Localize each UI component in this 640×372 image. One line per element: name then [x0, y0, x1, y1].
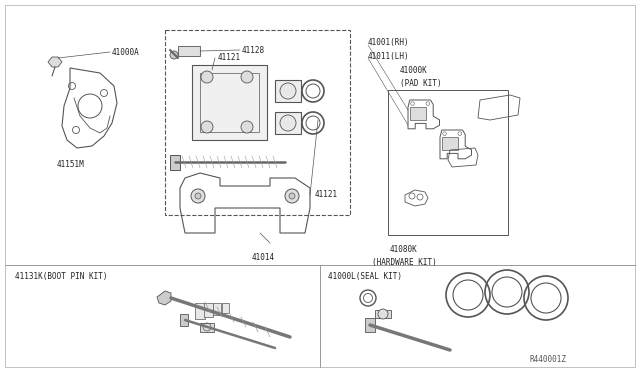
Text: (HARDWARE KIT): (HARDWARE KIT): [372, 258, 436, 267]
Circle shape: [201, 71, 213, 83]
Bar: [442, 137, 458, 150]
Polygon shape: [157, 291, 171, 305]
Bar: [200, 73, 259, 132]
Circle shape: [195, 193, 201, 199]
Text: 41128: 41128: [242, 46, 265, 55]
Bar: [213, 303, 221, 315]
Circle shape: [289, 193, 295, 199]
Text: 41011(LH): 41011(LH): [368, 52, 410, 61]
Circle shape: [241, 71, 253, 83]
Text: (PAD KIT): (PAD KIT): [400, 79, 442, 88]
Polygon shape: [48, 57, 62, 67]
Bar: [275, 112, 301, 134]
Text: 41121: 41121: [218, 53, 241, 62]
Text: 41000K: 41000K: [400, 66, 428, 75]
Circle shape: [191, 189, 205, 203]
Bar: [165, 30, 350, 215]
Circle shape: [170, 51, 178, 59]
Text: 41121: 41121: [315, 190, 338, 199]
Text: 41000A: 41000A: [112, 48, 140, 57]
Text: R440001Z: R440001Z: [530, 355, 567, 364]
Text: 41131K(BOOT PIN KIT): 41131K(BOOT PIN KIT): [15, 272, 108, 281]
Bar: [222, 303, 229, 313]
Circle shape: [280, 115, 296, 131]
Bar: [388, 90, 508, 235]
Bar: [180, 314, 188, 326]
Bar: [170, 155, 180, 170]
Text: 41014: 41014: [252, 253, 275, 262]
Text: 41001(RH): 41001(RH): [368, 38, 410, 47]
Circle shape: [201, 121, 213, 133]
Bar: [275, 80, 301, 102]
Circle shape: [280, 83, 296, 99]
Bar: [410, 107, 426, 120]
Bar: [192, 65, 267, 140]
Bar: [178, 46, 200, 56]
Bar: [195, 303, 205, 319]
Bar: [200, 323, 214, 332]
Circle shape: [241, 121, 253, 133]
Text: 41080K: 41080K: [390, 245, 418, 254]
Text: 41151M: 41151M: [57, 160, 84, 169]
Bar: [375, 310, 391, 318]
Bar: [365, 318, 375, 332]
Circle shape: [285, 189, 299, 203]
Circle shape: [378, 309, 388, 319]
Text: 41000L(SEAL KIT): 41000L(SEAL KIT): [328, 272, 402, 281]
Bar: [204, 303, 213, 317]
